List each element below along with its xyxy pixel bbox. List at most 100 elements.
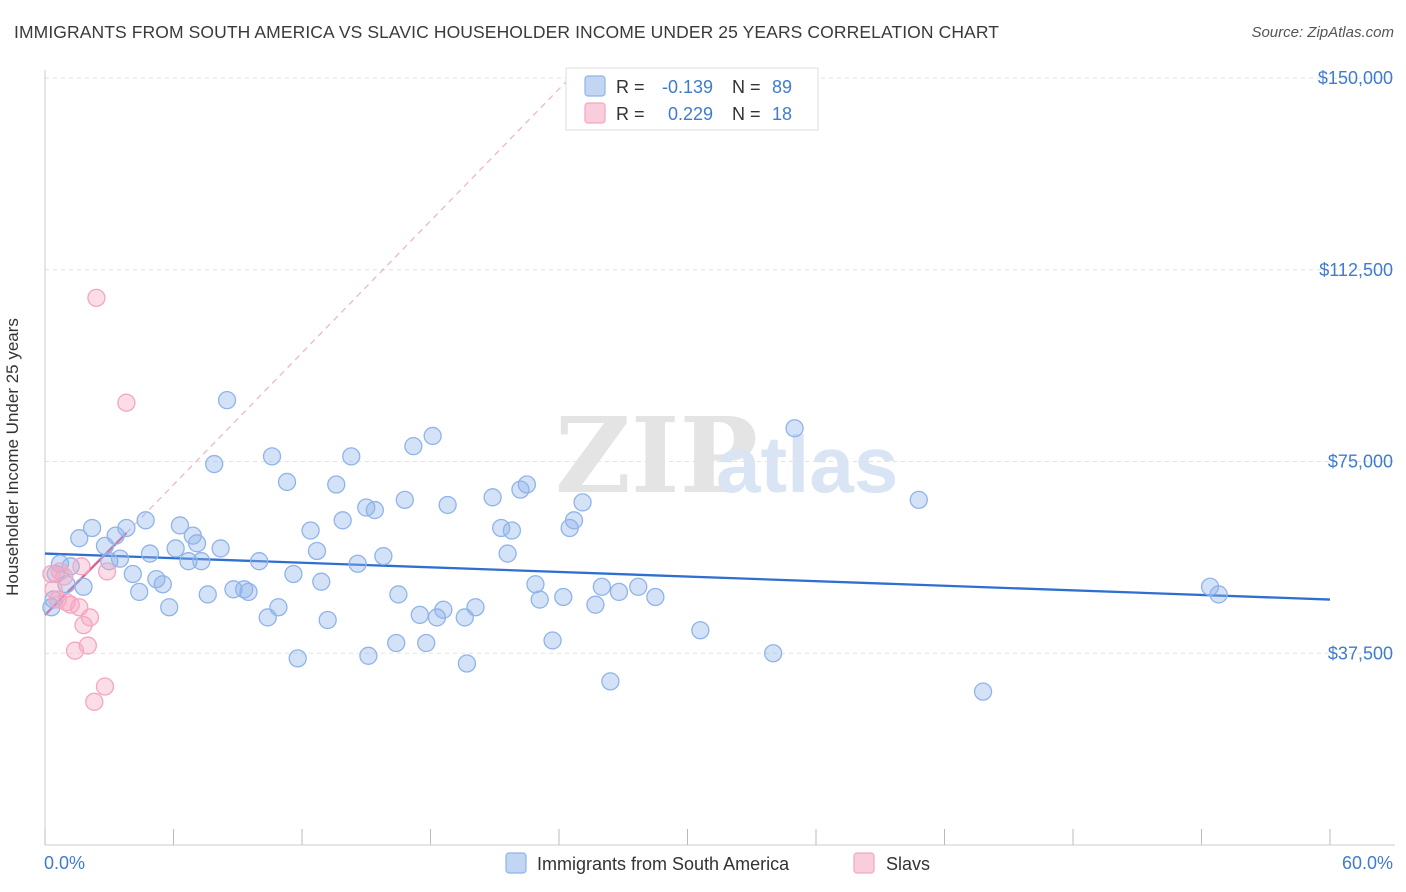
- point-south-america: [909, 490, 928, 510]
- axes: [44, 70, 1395, 846]
- point-south-america: [82, 518, 102, 538]
- point-south-america: [312, 572, 331, 591]
- point-south-america: [389, 585, 408, 604]
- stats-box: R = -0.139 N = 89 R = 0.229 N = 18: [565, 67, 819, 131]
- point-south-america: [140, 544, 160, 563]
- stats-swatch-south-america: [584, 75, 606, 97]
- point-south-america: [262, 447, 282, 466]
- point-south-america: [601, 672, 620, 691]
- stats-r-value: 0.229: [668, 104, 713, 124]
- point-south-america: [327, 475, 346, 494]
- point-south-america: [123, 564, 142, 584]
- point-south-america: [318, 610, 337, 630]
- point-slavs: [85, 692, 104, 711]
- point-south-america: [517, 475, 537, 494]
- point-south-america: [192, 552, 211, 571]
- point-south-america: [554, 587, 573, 607]
- point-slavs: [117, 393, 136, 412]
- y-tick-label: $112,500: [1319, 260, 1393, 280]
- point-south-america: [110, 549, 130, 568]
- point-south-america: [438, 495, 457, 515]
- data-points: [42, 288, 1228, 711]
- point-south-america: [646, 587, 665, 607]
- point-south-america: [423, 426, 442, 446]
- point-south-america: [284, 564, 303, 584]
- point-south-america: [387, 633, 406, 653]
- point-south-america: [61, 557, 80, 576]
- stats-swatch-slavs: [584, 102, 606, 124]
- source-label: Source: ZipAtlas.com: [1251, 24, 1394, 41]
- trend-lines: [44, 77, 1331, 616]
- point-slavs: [78, 636, 97, 655]
- point-south-america: [530, 590, 549, 609]
- point-south-america: [365, 500, 384, 520]
- trend-line-extension: [125, 77, 571, 534]
- point-south-america: [74, 577, 93, 596]
- point-south-america: [483, 488, 502, 507]
- point-south-america: [466, 598, 485, 617]
- point-south-america: [187, 534, 207, 553]
- stats-n-value: 18: [772, 104, 792, 124]
- point-south-america: [166, 539, 185, 558]
- point-slavs: [44, 580, 63, 599]
- point-south-america: [417, 633, 436, 653]
- point-south-america: [691, 621, 710, 640]
- point-south-america: [573, 493, 592, 512]
- x-ticks: [44, 829, 1331, 845]
- point-south-america: [179, 552, 198, 571]
- point-south-america: [153, 575, 172, 594]
- point-slavs: [87, 288, 106, 308]
- watermark-atlas: atlas: [716, 420, 898, 509]
- point-south-america: [301, 521, 320, 540]
- point-south-america: [395, 490, 414, 510]
- legend-swatch-slavs: [853, 852, 875, 874]
- point-south-america: [333, 511, 352, 530]
- gridlines: [45, 77, 1395, 654]
- point-south-america: [359, 646, 378, 665]
- point-south-america: [785, 419, 804, 438]
- point-south-america: [250, 552, 269, 571]
- y-axis-label: Householder Income Under 25 years: [3, 318, 22, 596]
- point-south-america: [288, 649, 307, 668]
- stats-r-label: R =: [616, 77, 645, 97]
- point-south-america: [374, 546, 393, 566]
- point-south-america: [564, 511, 584, 530]
- point-south-america: [404, 437, 423, 456]
- point-south-america: [973, 682, 993, 701]
- point-south-america: [342, 447, 361, 466]
- point-south-america: [502, 521, 522, 540]
- y-tick-label: $150,000: [1318, 68, 1393, 88]
- point-slavs: [80, 608, 100, 627]
- point-south-america: [307, 541, 327, 561]
- stats-n-value: 89: [772, 77, 792, 97]
- legend-swatch-south-america: [505, 852, 527, 874]
- point-south-america: [526, 575, 545, 594]
- point-slavs: [72, 557, 91, 576]
- x-tick-label-min: 0.0%: [44, 853, 85, 873]
- point-slavs: [55, 567, 74, 586]
- point-south-america: [498, 544, 517, 563]
- point-south-america: [239, 582, 258, 602]
- y-tick-labels: $37,500 $75,000 $112,500 $150,000: [1318, 68, 1393, 663]
- point-south-america: [70, 529, 89, 548]
- point-slavs: [97, 562, 117, 581]
- x-tick-label-max: 60.0%: [1342, 853, 1393, 873]
- y-tick-label: $75,000: [1328, 452, 1393, 472]
- point-south-america: [492, 518, 511, 538]
- point-south-america: [543, 631, 562, 650]
- point-south-america: [205, 454, 224, 474]
- point-south-america: [592, 577, 611, 596]
- point-south-america: [348, 554, 367, 573]
- point-south-america: [1209, 585, 1228, 604]
- point-south-america: [211, 539, 230, 558]
- point-south-america: [136, 511, 155, 530]
- point-south-america: [629, 577, 648, 596]
- point-south-america: [410, 605, 429, 625]
- point-south-america: [609, 582, 629, 602]
- trend-line: [44, 552, 1331, 601]
- point-south-america: [130, 582, 149, 602]
- point-south-america: [277, 472, 297, 492]
- point-south-america: [217, 390, 237, 410]
- point-south-america: [224, 580, 243, 599]
